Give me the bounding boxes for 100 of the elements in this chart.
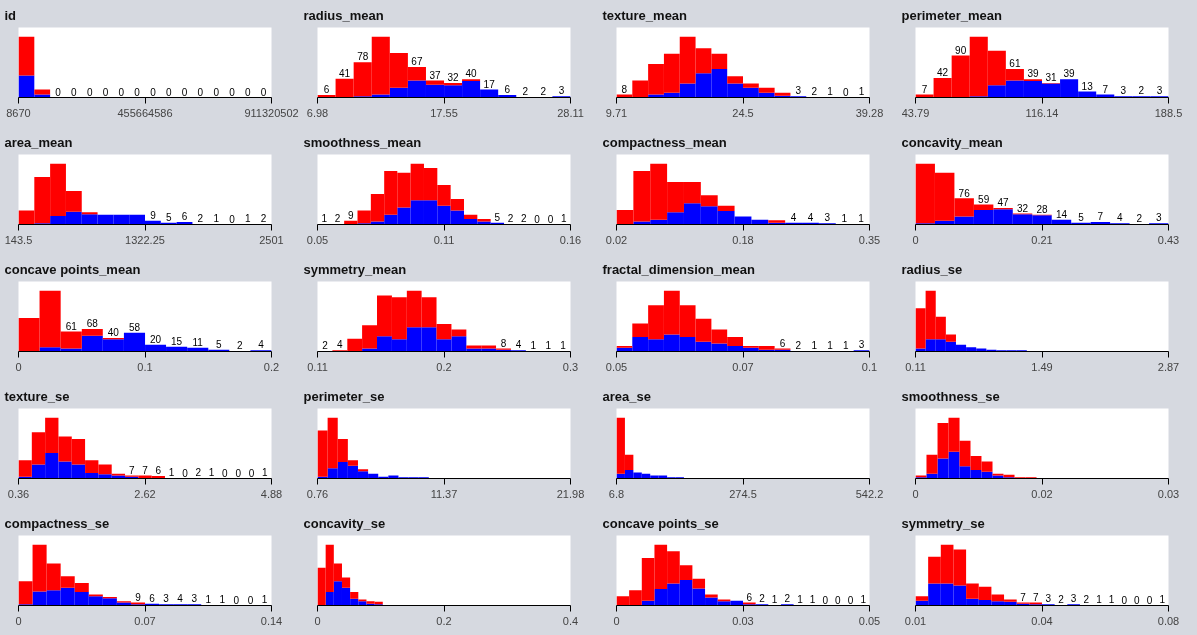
text: 0 bbox=[182, 467, 188, 479]
text: 2 bbox=[1083, 594, 1090, 606]
x-tick-label: 4.88 bbox=[260, 487, 283, 500]
text: 0 bbox=[835, 594, 841, 606]
text: 0 bbox=[134, 86, 140, 98]
text: 6 bbox=[746, 591, 753, 603]
text: 2 bbox=[521, 213, 527, 225]
text: 0 bbox=[229, 86, 235, 98]
text: 4 bbox=[515, 339, 522, 351]
text: 8 bbox=[500, 337, 507, 349]
text: 1 bbox=[205, 594, 212, 606]
text: 1 bbox=[827, 340, 833, 352]
text: 1 bbox=[858, 86, 865, 98]
text: 78 bbox=[357, 51, 369, 63]
text: 1 bbox=[811, 340, 817, 352]
text: 1 bbox=[809, 594, 816, 606]
x-tick-label: 911320502 bbox=[244, 106, 299, 119]
text: 2 bbox=[811, 86, 817, 98]
text: 0 bbox=[181, 86, 188, 98]
text: 4 bbox=[807, 211, 814, 223]
x-tick-label: 1322.25 bbox=[125, 233, 165, 246]
x-tick-label: 0.05 bbox=[306, 233, 329, 246]
x-tick-label: 21.98 bbox=[556, 487, 585, 500]
text: 1 bbox=[560, 340, 566, 352]
text: 4 bbox=[258, 339, 264, 351]
text: 0 bbox=[102, 86, 109, 98]
x-tick-label: 0 bbox=[15, 614, 22, 627]
chart-title: smoothness_se bbox=[901, 388, 1000, 404]
text: 2 bbox=[507, 213, 514, 225]
text: 0 bbox=[235, 467, 241, 479]
text: 5 bbox=[165, 211, 172, 223]
x-tick-label: 0.07 bbox=[134, 614, 156, 627]
x-tick-label: 0.18 bbox=[732, 233, 754, 246]
chart-title: compactness_mean bbox=[602, 134, 727, 150]
text: 3 bbox=[191, 593, 197, 605]
chart-title: radius_se bbox=[901, 261, 963, 277]
text: 0 bbox=[165, 86, 172, 98]
text: 32 bbox=[1016, 202, 1029, 214]
text: 0 bbox=[213, 86, 219, 98]
x-tick-label: 0.1 bbox=[137, 360, 153, 373]
text: 0 bbox=[229, 213, 235, 225]
text: 0 bbox=[822, 594, 829, 606]
chart-title: compactness_se bbox=[4, 515, 110, 531]
text: 40 bbox=[465, 68, 477, 80]
text: 7 bbox=[1032, 591, 1039, 603]
text: 0 bbox=[247, 594, 254, 606]
text: 2 bbox=[334, 213, 341, 225]
chart-title: perimeter_mean bbox=[901, 7, 1002, 23]
x-tick-label: 0.02 bbox=[605, 233, 628, 246]
text: 4 bbox=[790, 211, 797, 223]
x-tick-label: 0.08 bbox=[1157, 614, 1180, 627]
chart-title: texture_mean bbox=[602, 7, 688, 23]
text: 0 bbox=[233, 594, 240, 606]
text: 5 bbox=[1078, 211, 1084, 223]
text: 2 bbox=[237, 340, 243, 352]
x-tick-label: 0.02 bbox=[1031, 487, 1053, 500]
text: 4 bbox=[337, 339, 343, 351]
chart-title: area_mean bbox=[4, 134, 73, 150]
x-tick-label: 0.05 bbox=[858, 614, 881, 627]
text: 1 bbox=[771, 594, 778, 606]
text: 1 bbox=[1096, 594, 1102, 606]
chart-title: fractal_dimension_mean bbox=[602, 261, 755, 277]
x-tick-label: 0.16 bbox=[559, 233, 582, 246]
chart-title: concave points_se bbox=[602, 515, 719, 531]
text: 0 bbox=[843, 86, 849, 98]
x-tick-label: 2.62 bbox=[134, 487, 156, 500]
x-tick-label: 0.11 bbox=[433, 233, 455, 246]
x-tick-label: 0.2 bbox=[436, 614, 452, 627]
x-tick-label: 6.8 bbox=[608, 487, 625, 500]
text: 3 bbox=[824, 212, 831, 224]
text: 0 bbox=[847, 594, 854, 606]
text: 1 bbox=[860, 594, 866, 606]
x-tick-label: 0.05 bbox=[605, 360, 628, 373]
x-tick-label: 9.71 bbox=[605, 106, 628, 119]
text: 42 bbox=[937, 67, 949, 79]
x-tick-label: 0.11 bbox=[307, 360, 328, 373]
chart-title: id bbox=[4, 7, 17, 23]
text: 1 bbox=[219, 594, 226, 606]
chart-title: texture_se bbox=[4, 388, 70, 404]
text: 2 bbox=[322, 340, 328, 352]
chart-title: concavity_mean bbox=[901, 134, 1003, 150]
text: 13 bbox=[1081, 80, 1093, 92]
text: 67 bbox=[411, 56, 423, 68]
x-tick-label: 0.21 bbox=[1031, 233, 1053, 246]
text: 40 bbox=[107, 327, 119, 339]
text: 3 bbox=[1045, 593, 1052, 605]
chart-title: symmetry_mean bbox=[303, 261, 407, 277]
text: 1 bbox=[827, 86, 833, 98]
text: 0 bbox=[86, 86, 93, 98]
text: 37 bbox=[429, 69, 441, 81]
x-tick-label: 0.35 bbox=[858, 233, 881, 246]
x-tick-label: 143.5 bbox=[4, 233, 33, 246]
text: 9 bbox=[135, 591, 141, 603]
x-tick-label: 2.87 bbox=[1157, 360, 1180, 373]
text: 1 bbox=[545, 340, 551, 352]
x-tick-label: 39.28 bbox=[855, 106, 884, 119]
text: 0 bbox=[245, 86, 251, 98]
text: 61 bbox=[1009, 58, 1021, 70]
x-tick-label: 0.36 bbox=[7, 487, 30, 500]
x-tick-label: 0.3 bbox=[562, 360, 579, 373]
